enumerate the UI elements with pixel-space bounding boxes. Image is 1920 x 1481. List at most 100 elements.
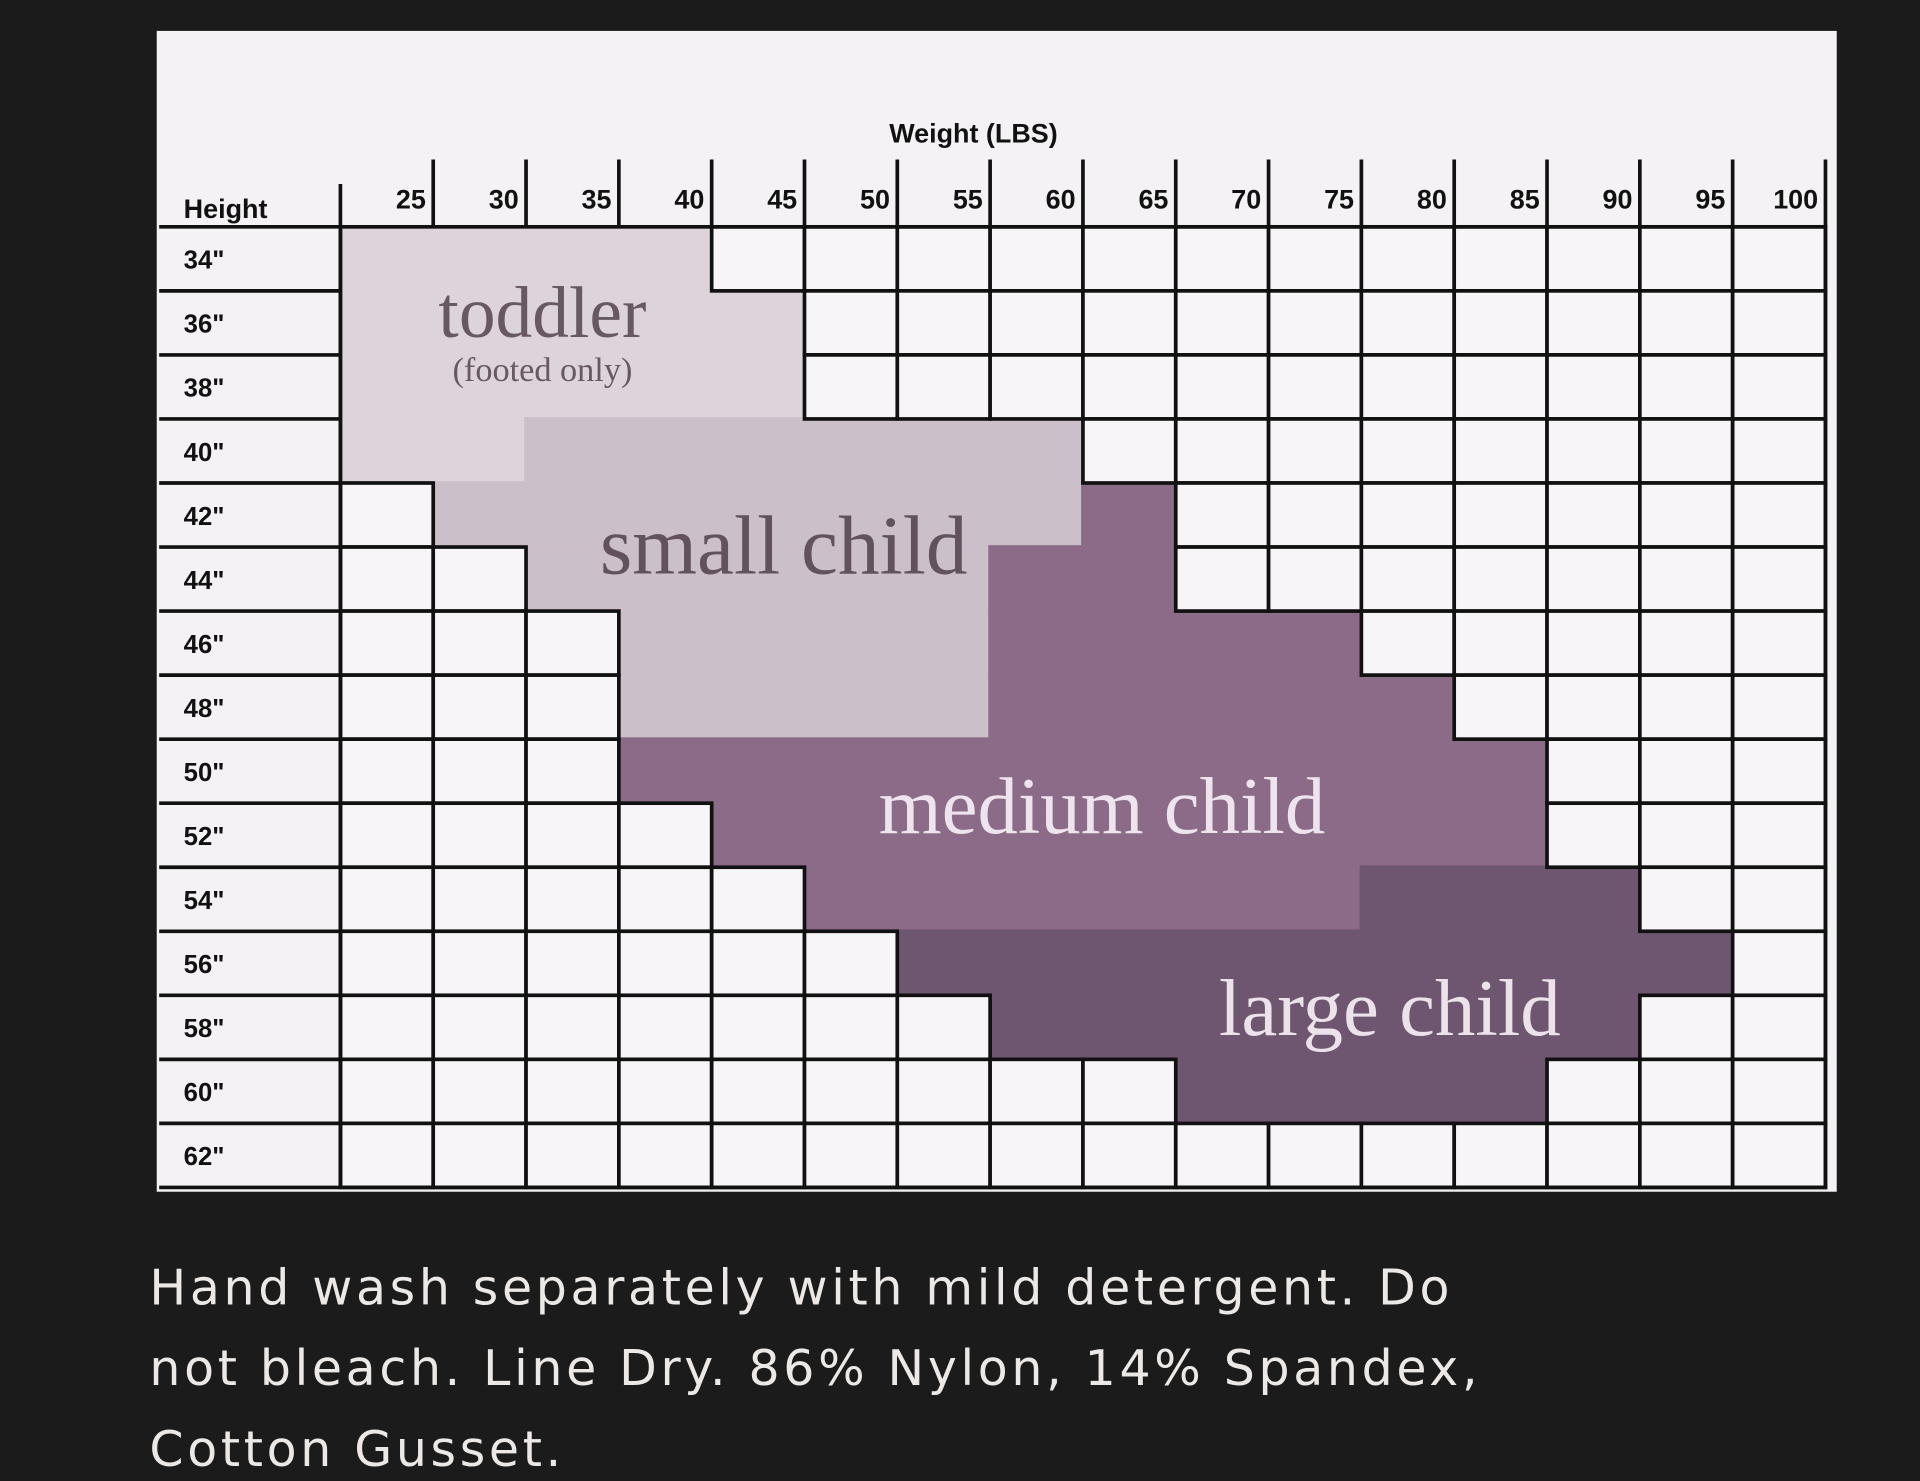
grid-cell: [1359, 481, 1457, 549]
grid-cell: [431, 673, 528, 741]
grid-cell: [338, 545, 436, 613]
grid-cell: [1637, 289, 1735, 357]
grid-cell: [1266, 224, 1364, 293]
grid-cell: [709, 993, 807, 1062]
weight-label: 65: [1138, 184, 1168, 214]
grid-cell: [1730, 673, 1828, 741]
grid-cell: [1452, 673, 1549, 741]
grid-cell: [338, 1057, 436, 1126]
grid-cell: [709, 1121, 807, 1190]
height-label: 62": [184, 1143, 225, 1171]
size-region: [1359, 865, 1642, 934]
grid-cell: [1545, 1121, 1642, 1190]
grid-cell: [1637, 801, 1735, 870]
grid-cell: [524, 993, 621, 1062]
grid-cell: [1359, 353, 1457, 421]
grid-cell: [431, 609, 528, 677]
grid-cell: [1359, 1121, 1457, 1190]
grid-cell: [1081, 289, 1178, 357]
grid-cell: [1452, 289, 1549, 357]
grid-cell: [1359, 224, 1457, 293]
height-label: 52": [184, 823, 225, 851]
size-region: [802, 865, 1364, 934]
grid-cell: [1637, 1057, 1735, 1126]
grid-cell: [338, 1121, 436, 1190]
region-label: large child: [1219, 964, 1561, 1053]
grid-cell: [1452, 609, 1549, 677]
size-region: [988, 993, 1642, 1062]
weight-label: 50: [860, 184, 890, 214]
grid-cell: [338, 673, 436, 741]
grid-cell: [1266, 481, 1364, 549]
height-label: 50": [184, 759, 225, 787]
grid-cell: [431, 1121, 528, 1190]
grid-cell: [1081, 1121, 1178, 1190]
grid-cell: [431, 865, 528, 934]
weight-label: 30: [489, 184, 519, 214]
grid-cell: [1452, 545, 1549, 613]
grid-cell: [338, 801, 436, 870]
grid-cell: [709, 224, 807, 293]
weight-label: 25: [396, 184, 426, 214]
grid-cell: [1637, 865, 1735, 934]
grid-cell: [1730, 353, 1828, 421]
grid-cell: [1730, 1057, 1828, 1126]
care-text: not bleach. Line Dry. 86% Nylon, 14% Spa…: [149, 1340, 1481, 1397]
grid-cell: [988, 289, 1085, 357]
grid-cell: [1173, 481, 1271, 549]
grid-cell: [1730, 865, 1828, 934]
grid-cell: [1730, 993, 1828, 1062]
region-label: toddler: [438, 272, 646, 353]
height-label: 44": [184, 567, 225, 595]
grid-cell: [1545, 417, 1642, 485]
grid-cell: [1173, 545, 1271, 613]
grid-cell: [1081, 224, 1178, 293]
grid-cell: [1730, 801, 1828, 870]
weight-label: 40: [674, 184, 704, 214]
region-label: medium child: [879, 762, 1326, 851]
grid-cell: [1452, 224, 1549, 293]
grid-cell: [617, 993, 714, 1062]
grid-cell: [802, 993, 900, 1062]
grid-cell: [524, 1057, 621, 1126]
grid-cell: [1545, 545, 1642, 613]
grid-cell: [895, 993, 992, 1062]
grid-cell: [524, 673, 621, 741]
grid-cell: [802, 1057, 900, 1126]
grid-cell: [431, 929, 528, 998]
grid-cell: [1637, 737, 1735, 806]
height-label: 58": [184, 1015, 225, 1043]
region-label: small child: [600, 500, 968, 592]
height-label: 36": [184, 311, 225, 339]
weight-label: 55: [953, 184, 983, 214]
grid-cell: [1637, 1121, 1735, 1190]
grid-cell: [431, 801, 528, 870]
grid-cell: [431, 545, 528, 613]
grid-cell: [1730, 417, 1828, 485]
grid-cell: [709, 1057, 807, 1126]
grid-cell: [1730, 289, 1828, 357]
size-region: [338, 224, 714, 293]
grid-cell: [1266, 353, 1364, 421]
grid-cell: [617, 1057, 714, 1126]
height-label: 48": [184, 695, 225, 723]
grid-cell: [1637, 609, 1735, 677]
grid-cell: [617, 865, 714, 934]
grid-cell: [431, 737, 528, 806]
height-label: 56": [184, 951, 225, 979]
grid-cell: [338, 993, 436, 1062]
size-region: [524, 417, 1085, 485]
grid-cell: [524, 865, 621, 934]
grid-cell: [431, 1057, 528, 1126]
size-region: [338, 289, 807, 357]
grid-cell: [988, 1121, 1085, 1190]
grid-cell: [1545, 289, 1642, 357]
grid-cell: [988, 353, 1085, 421]
grid-cell: [1545, 353, 1642, 421]
grid-cell: [1730, 224, 1828, 293]
grid-cell: [895, 1057, 992, 1126]
size-region: [988, 545, 1178, 613]
weight-label: 70: [1231, 184, 1261, 214]
